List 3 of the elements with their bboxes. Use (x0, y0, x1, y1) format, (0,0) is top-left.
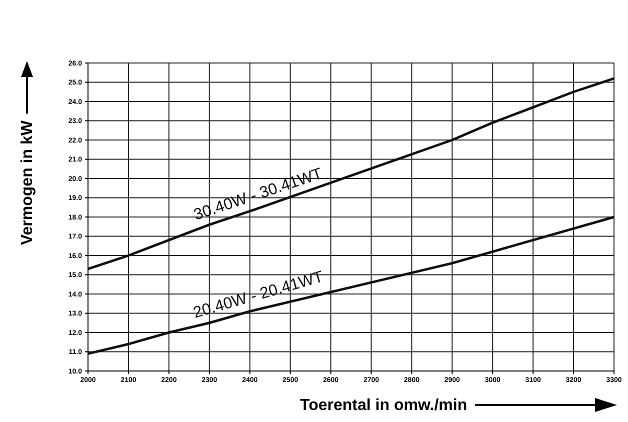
x-axis-title: Toerental in omw./min (300, 397, 468, 414)
line-series (86, 77, 616, 270)
y-axis-title: Vermogen in kW (19, 120, 36, 245)
